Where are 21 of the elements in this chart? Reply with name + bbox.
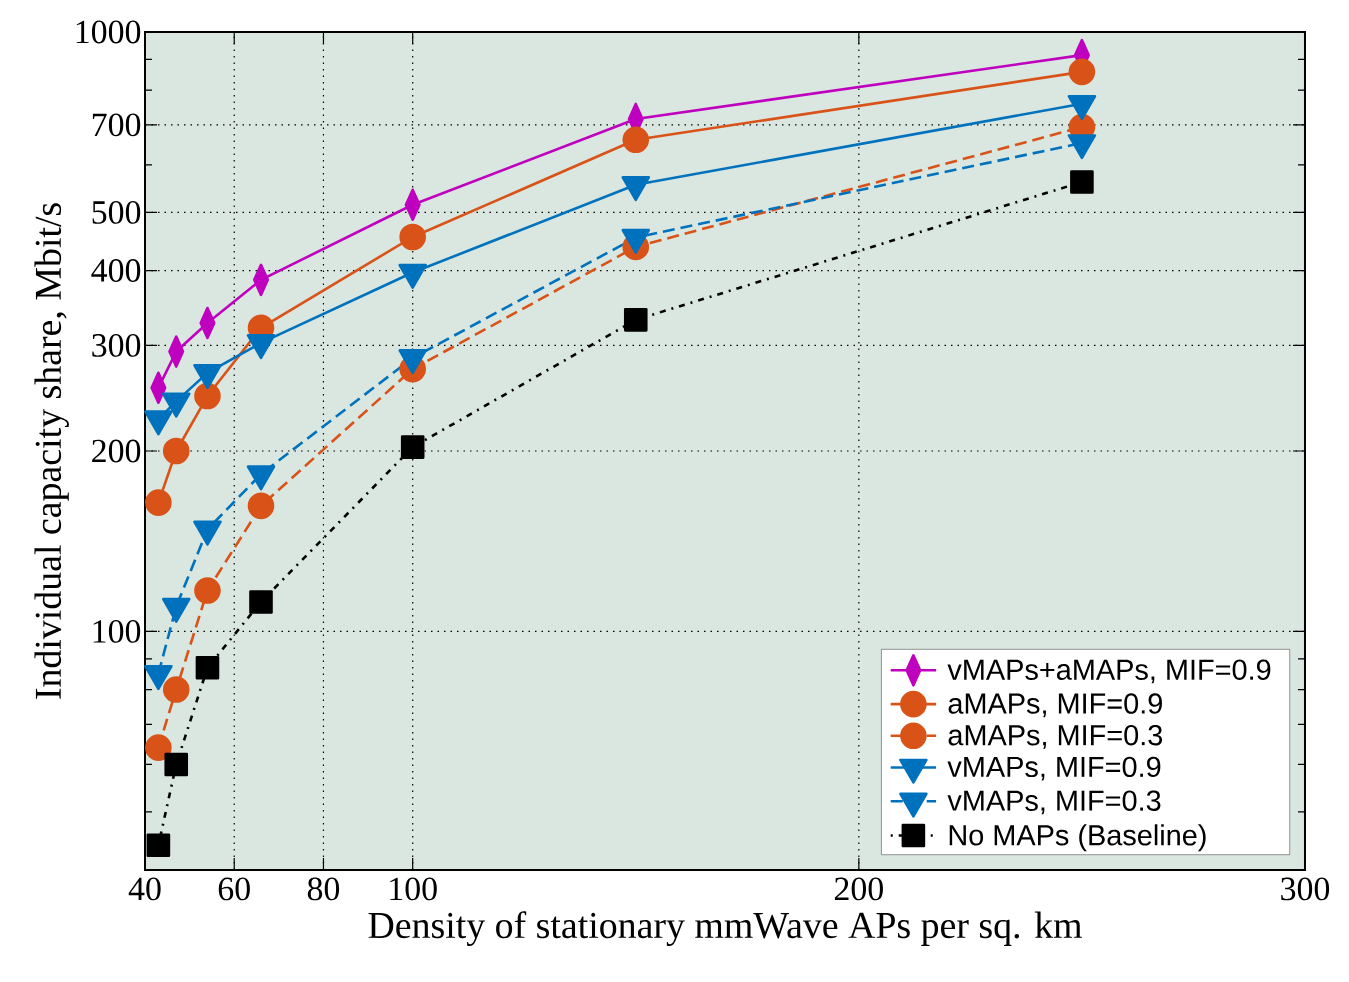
legend-label: No MAPs (Baseline) (949, 824, 1206, 852)
legend-label: vMAPs, MIF=0.3 (947, 790, 1161, 815)
y-tick-label: 700 (92, 113, 141, 137)
legend-label: aMAPs, MIF=0.3 (948, 724, 1163, 749)
x-tick-label: 40 (128, 877, 161, 901)
legend-label: vMAPs+aMAPs, MIF=0.9 (947, 659, 1271, 684)
x-tick-label: 80 (307, 877, 340, 901)
y-tick-label: 200 (92, 439, 141, 463)
x-tick-label: 60 (218, 877, 250, 901)
y-tick-label: 100 (93, 620, 141, 643)
y-axis-title: Individual capacity share, Mbit/s (34, 203, 69, 699)
x-tick-label: 200 (834, 877, 883, 901)
legend-label: vMAPs, MIF=0.9 (947, 756, 1161, 781)
y-tick-label: 1000 (76, 20, 141, 44)
x-tick-label: 300 (1281, 877, 1330, 901)
y-tick-label: 500 (92, 201, 141, 224)
x-axis-title: Density of stationary mmWave APs per sq. km (368, 911, 1082, 947)
y-tick-label: 400 (91, 259, 141, 282)
x-tick-label: 100 (390, 877, 437, 901)
y-tick-label: 300 (92, 333, 141, 357)
legend-label: aMAPs, MIF=0.9 (948, 693, 1162, 718)
